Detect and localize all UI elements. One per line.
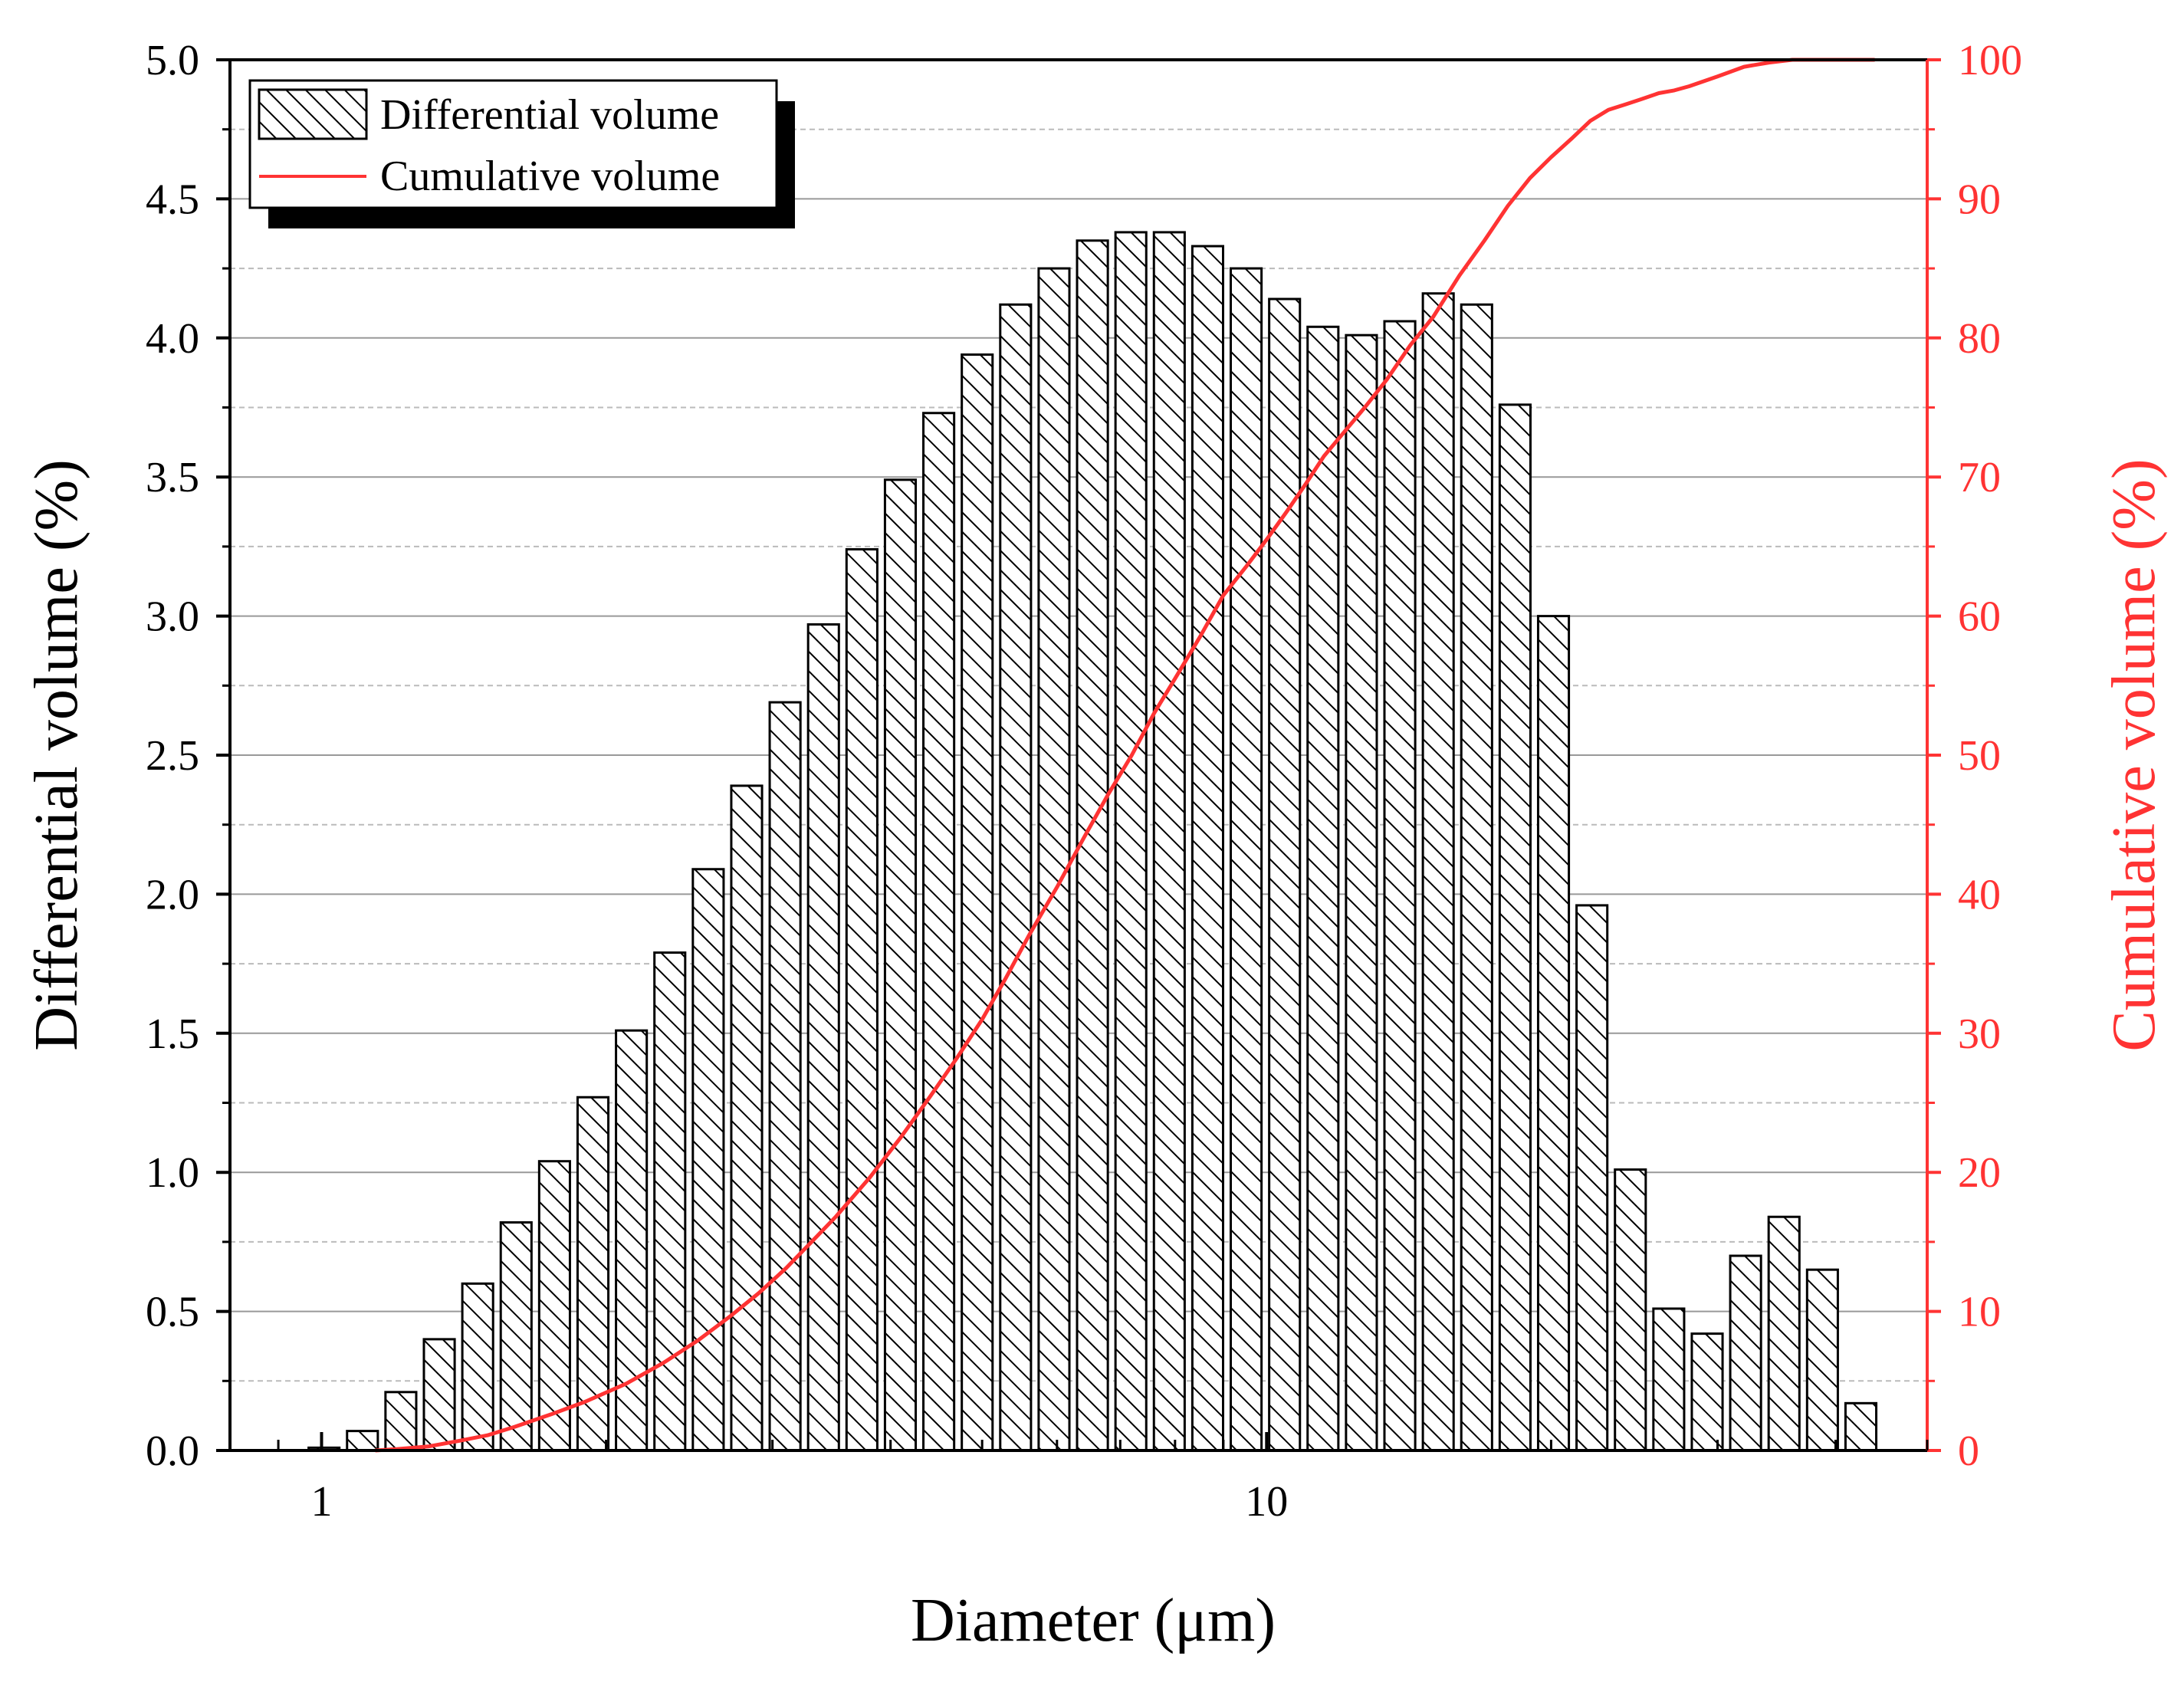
x-tick-label: 1 (310, 1478, 332, 1526)
histogram-bar (1652, 1307, 1686, 1452)
y-tick-label: 4.5 (146, 176, 199, 223)
y-tick-label: 2.0 (146, 871, 199, 918)
histogram-bar (883, 478, 918, 1452)
y2-tick-label: 30 (1958, 1010, 2001, 1058)
histogram-bar (384, 1391, 418, 1452)
histogram-bar (1805, 1268, 1839, 1452)
cumulative-line (375, 57, 1875, 1453)
histogram-bar (691, 868, 725, 1452)
histogram-bar (1421, 292, 1455, 1452)
histogram-bar (1152, 231, 1186, 1452)
histogram-bar (1306, 325, 1340, 1452)
histogram-bar (1383, 320, 1417, 1452)
histogram-bar (1345, 333, 1378, 1452)
y2-tick-label: 50 (1958, 732, 2001, 780)
histogram-bar (576, 1096, 610, 1452)
y-tick-label: 4.0 (146, 315, 199, 363)
legend-label-differential: Differential volume (380, 91, 719, 139)
histogram-bar (845, 548, 879, 1452)
histogram-bar (1076, 239, 1109, 1452)
histogram-bar (768, 701, 802, 1452)
legend-label-cumulative: Cumulative volume (380, 153, 720, 200)
histogram-bar (1114, 231, 1148, 1452)
legend: Differential volume Cumulative volume (248, 79, 795, 228)
histogram-bar (1037, 267, 1071, 1452)
y2-tick-label: 90 (1958, 176, 2001, 223)
histogram-bar (1460, 303, 1493, 1452)
x-axis-title: Diameter (μm) (911, 1587, 1276, 1654)
histogram-bar (1729, 1254, 1762, 1452)
histogram-bar (1690, 1332, 1724, 1452)
y-tick-label: 2.5 (146, 732, 199, 780)
histogram-bar (806, 623, 840, 1452)
y2-tick-label: 80 (1958, 315, 2001, 363)
y2-tick-label: 60 (1958, 593, 2001, 641)
bar-series (307, 231, 1878, 1452)
histogram-bar (1575, 904, 1609, 1452)
y2-tick-label: 100 (1958, 37, 2022, 84)
y2-axis-title: Cumulative volume (%) (2100, 458, 2168, 1051)
histogram-bar (1614, 1168, 1647, 1452)
y2-tick-label: 10 (1958, 1289, 2001, 1336)
y-tick-label: 3.5 (146, 454, 199, 501)
y2-tick-label: 0 (1958, 1427, 1979, 1475)
y2-tick-label: 20 (1958, 1149, 2001, 1197)
cumulative-series (375, 57, 1875, 1453)
y-tick-label: 3.0 (146, 593, 199, 641)
histogram-bar (461, 1282, 494, 1452)
y-tick-label: 1.0 (146, 1149, 199, 1197)
histogram-bar (1844, 1401, 1878, 1452)
y-tick-label: 1.5 (146, 1010, 199, 1058)
histogram-bar (1230, 267, 1263, 1452)
histogram-bar (1767, 1215, 1801, 1452)
histogram-bar (1536, 615, 1571, 1452)
histogram-bar (730, 784, 764, 1452)
histogram-bar (922, 412, 956, 1452)
y-tick-label: 5.0 (146, 37, 199, 84)
y-axis-title: Differential volume (%) (23, 459, 90, 1051)
y2-tick-label: 40 (1958, 871, 2001, 918)
y-tick-label: 0.5 (146, 1289, 199, 1336)
histogram-bar (346, 1430, 379, 1452)
histogram-bar (1191, 245, 1225, 1452)
histogram-bar (653, 951, 687, 1452)
y2-tick-label: 70 (1958, 454, 2001, 501)
x-tick-label: 10 (1245, 1478, 1288, 1526)
histogram-bar (1268, 297, 1302, 1452)
histogram-bar (999, 303, 1033, 1452)
y-tick-label: 0.0 (146, 1427, 199, 1475)
axes: 0.0 0.5 1.0 1.5 2.0 2.5 3.0 3.5 4.0 4.5 5.0 0 10 20 30… (146, 37, 2022, 1526)
histogram-bar (961, 353, 994, 1452)
histogram-bar (422, 1338, 456, 1452)
histogram-bar (499, 1221, 533, 1452)
histogram-bar (1498, 403, 1532, 1452)
legend-swatch-differential (258, 88, 368, 140)
